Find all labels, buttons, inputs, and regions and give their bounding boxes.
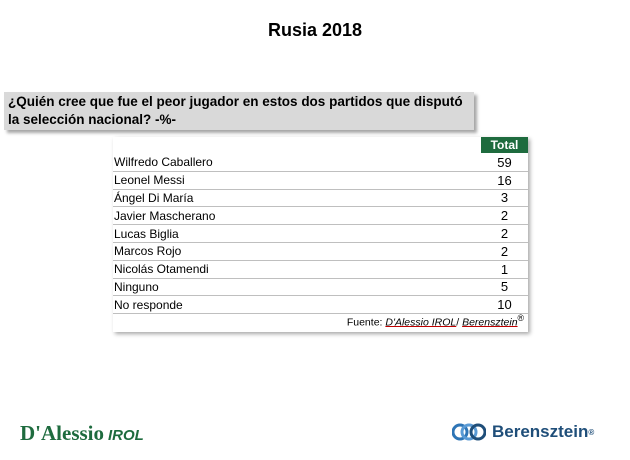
row-label: Nicolás Otamendi [114,262,209,277]
source-second: Berensztein [462,316,518,328]
row-value: 2 [500,208,509,224]
dalessio-logo-main: D'Alessio [20,421,104,445]
row-label: Ángel Di María [114,190,194,205]
table-row: Leonel Messi 16 [113,172,528,190]
table-row: Javier Mascherano 2 [113,207,528,226]
table-row: Ninguno 5 [113,279,528,297]
berensztein-logo: Berensztein ® [452,422,594,442]
page-title: Rusia 2018 [267,20,363,40]
row-label: No responde [114,297,183,312]
dalessio-logo: D'Alessio IROL [20,421,144,446]
row-label: Javier Mascherano [114,208,216,223]
table-row: Nicolás Otamendi 1 [113,261,528,279]
row-label: Leonel Messi [114,173,185,188]
table-row: Marcos Rojo 2 [113,243,528,261]
row-label: Wilfredo Caballero [114,155,213,170]
row-value: 16 [497,172,512,188]
row-value: 10 [497,297,512,313]
table-row: No responde 10 [113,296,528,315]
column-header-total: Total [481,137,528,153]
row-value: 5 [500,279,509,295]
table-body: Wilfredo Caballero 59 Leonel Messi 16 Ángel … [113,154,528,315]
table-row: Ángel Di María 3 [113,190,528,208]
row-value: 1 [500,261,509,277]
row-label: Ninguno [114,279,159,294]
table-row: Lucas Biglia 2 [113,225,528,243]
source-main: D'Alessio IROL [385,316,457,328]
row-value: 2 [500,226,509,242]
source-note: Fuente: D'Alessio IROL/ Berensztein® [347,313,524,329]
row-label: Marcos Rojo [114,244,182,259]
row-label: Lucas Biglia [114,226,179,241]
table-row: Wilfredo Caballero 59 [113,154,528,172]
row-value: 3 [500,190,509,206]
source-prefix: Fuente: [346,316,386,328]
berensztein-mark-icon [452,423,486,441]
berensztein-logo-name: Berensztein [492,422,589,441]
source-separator: / [456,316,463,328]
dalessio-logo-sub: IROL [108,427,144,444]
question-box: ¿Quién cree que fue el peor jugador en e… [4,92,474,130]
berensztein-logo-mark: ® [588,427,595,437]
source-registered-mark: ® [517,312,524,323]
results-table: Total Wilfredo Caballero 59 Leonel Messi 16… [113,137,528,332]
row-value: 59 [497,154,512,170]
row-value: 2 [500,243,509,259]
